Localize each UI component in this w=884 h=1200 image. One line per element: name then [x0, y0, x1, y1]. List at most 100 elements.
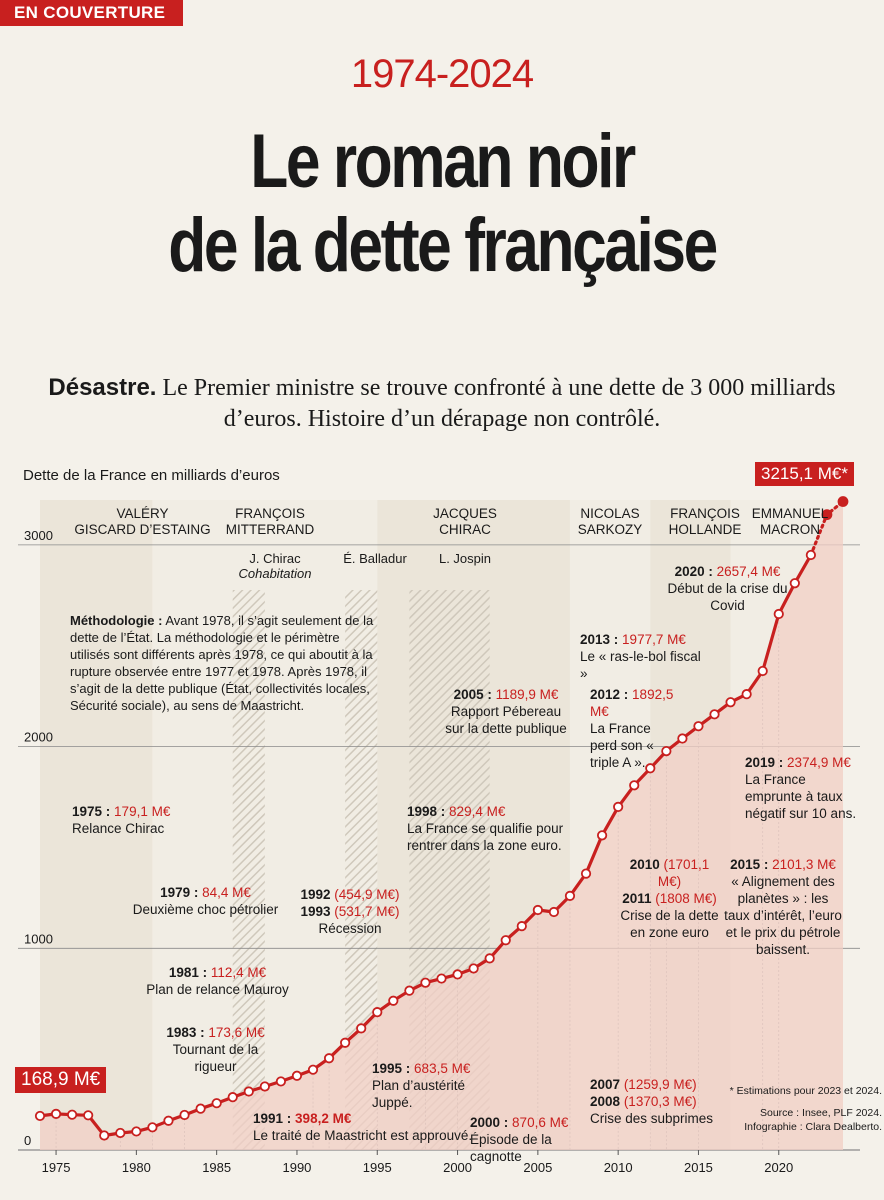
section-tag: EN COUVERTURE — [0, 0, 184, 26]
annotation-year: 1981 : — [168, 965, 208, 980]
annotation-2013: 2013 : 1977,7 M€ Le « ras-le-bol fiscal » — [580, 631, 705, 682]
estimations-note: * Estimations pour 2023 et 2024. — [729, 1085, 882, 1097]
data-point — [34, 1110, 46, 1122]
source-note: Source : Insee, PLF 2024. — [760, 1107, 882, 1119]
annotation-text: Épisode de la cagnotte — [470, 1132, 552, 1164]
x-tick-label: 2015 — [684, 1160, 713, 1175]
data-point — [500, 935, 511, 946]
annotation-year: 2000 : — [470, 1115, 509, 1130]
president-sarkozy: Nicolas Sarkozy — [565, 506, 655, 538]
data-point — [50, 1108, 62, 1119]
annotation-year: 2013 : — [580, 632, 619, 647]
president-line: François — [670, 506, 740, 521]
data-point — [757, 665, 768, 677]
president-line: Chirac — [439, 522, 491, 537]
start-value-label: 168,9 M€ — [15, 1067, 107, 1093]
annotation-1983: 1983 : 173,6 M€ Tournant de la rigueur — [158, 1024, 273, 1075]
annotation-value: 112,4 M€ — [210, 965, 267, 980]
president-macron: Emmanuel Macron — [745, 506, 835, 538]
annotation-year: 1975 : — [72, 804, 111, 819]
data-point — [436, 973, 447, 984]
annotation-year: 1991 : — [253, 1111, 292, 1126]
annotation-value: 870,6 M€ — [512, 1115, 569, 1130]
data-point — [821, 509, 833, 521]
annotation-value: 2374,9 M€ — [787, 755, 851, 770]
data-point — [725, 697, 736, 708]
data-point — [372, 1007, 383, 1018]
data-point — [147, 1122, 158, 1133]
data-point — [677, 733, 688, 744]
annotation-text: Crise des subprimes — [590, 1111, 714, 1126]
data-point — [323, 1053, 335, 1064]
president-mitterrand: François Mitterrand — [215, 506, 325, 538]
cohabitation-band — [232, 590, 265, 1150]
annotation-value: 2101,3 M€ — [772, 857, 836, 872]
data-point — [307, 1064, 319, 1075]
lede-bold: Désastre. — [48, 374, 157, 401]
annotation-year: 1983 : — [166, 1025, 205, 1040]
y-tick-label: 3000 — [24, 528, 53, 543]
annotation-text: Deuxième choc pétrolier — [132, 902, 279, 917]
president-line: Sarkozy — [577, 522, 643, 537]
annotation-2010-2011: 2010 (1701,1 M€) 2011 (1808 M€) Crise de l… — [617, 856, 722, 941]
source-notes: * Estimations pour 2023 et 2024. Source … — [712, 1084, 882, 1134]
annotation-year: 2005 : — [453, 687, 492, 702]
title-line-2: de la dette française — [168, 203, 718, 288]
annotation-year: 1995 : — [372, 1061, 411, 1076]
y-tick-label: 2000 — [24, 730, 53, 745]
data-point — [131, 1126, 142, 1137]
annotation-year: 1979 : — [160, 885, 199, 900]
annotation-text: Récession — [318, 921, 382, 936]
annotation-year: 2007 — [590, 1077, 621, 1092]
annotation-value: 179,1 M€ — [114, 804, 171, 819]
data-point — [211, 1098, 222, 1109]
data-point — [243, 1086, 254, 1097]
data-point — [629, 780, 640, 791]
data-point — [580, 868, 592, 879]
data-point — [596, 830, 608, 841]
annotation-text: Le « ras-le-bol fiscal » — [580, 649, 701, 681]
data-point — [452, 969, 463, 980]
president-line: François — [235, 506, 305, 521]
data-point — [516, 921, 527, 932]
credit-note: Infographie : Clara Dealberto. — [744, 1121, 882, 1133]
annotation-value: 1977,7 M€ — [622, 632, 686, 647]
x-tick-label: 2005 — [523, 1160, 552, 1175]
x-tick-label: 1990 — [282, 1160, 311, 1175]
annotation-text: Plan de relance Mauroy — [146, 982, 289, 997]
x-tick-label: 2020 — [764, 1160, 793, 1175]
methodology-note: Méthodologie : Avant 1978, il s’agit seu… — [70, 612, 375, 714]
annotation-year: 2020 : — [674, 564, 713, 579]
annotation-2020: 2020 : 2657,4 M€ Début de la crise du Cov… — [650, 563, 805, 614]
annotation-text: « Alignement des planètes » : les taux d… — [724, 874, 842, 957]
data-point — [388, 995, 399, 1006]
data-point — [340, 1037, 351, 1048]
annotation-value: (1701,1 M€) — [657, 857, 710, 889]
data-point — [259, 1081, 270, 1092]
annotation-year: 2012 : — [590, 687, 629, 702]
data-point — [83, 1110, 94, 1121]
annotation-1992-1993: 1992 (454,9 M€) 1993 (531,7 M€) Récession — [295, 886, 405, 937]
president-line: Mitterrand — [225, 522, 315, 537]
data-point — [227, 1092, 238, 1103]
x-tick-label: 1985 — [202, 1160, 231, 1175]
annotation-1981: 1981 : 112,4 M€ Plan de relance Mauroy — [140, 964, 295, 998]
data-point — [773, 608, 784, 620]
annotation-2019: 2019 : 2374,9 M€ La France emprunte à tau… — [745, 754, 857, 822]
president-line: Giscard d’Estaing — [74, 522, 211, 537]
page-title: Le roman noir de la dette française — [80, 120, 805, 288]
annotation-value: 683,5 M€ — [414, 1061, 471, 1076]
annotation-value: 398,2 M€ — [295, 1111, 352, 1126]
data-point — [837, 496, 849, 507]
annotation-2012: 2012 : 1892,5 M€ La France perd son « tri… — [590, 686, 678, 771]
data-point — [661, 745, 672, 757]
annotation-value: 1189,9 M€ — [495, 687, 559, 702]
annotation-1995: 1995 : 683,5 M€ Plan d’austérité Juppé. — [372, 1060, 487, 1111]
president-chirac: Jacques Chirac — [420, 506, 510, 538]
annotation-text: Crise de la dette en zone euro — [620, 908, 719, 940]
data-point — [709, 709, 720, 720]
annotation-value: 829,4 M€ — [449, 804, 506, 819]
data-point — [115, 1127, 126, 1139]
annotation-text: Rapport Pébereau sur la dette publique — [445, 704, 567, 736]
annotation-value: (1808 M€) — [655, 891, 717, 906]
